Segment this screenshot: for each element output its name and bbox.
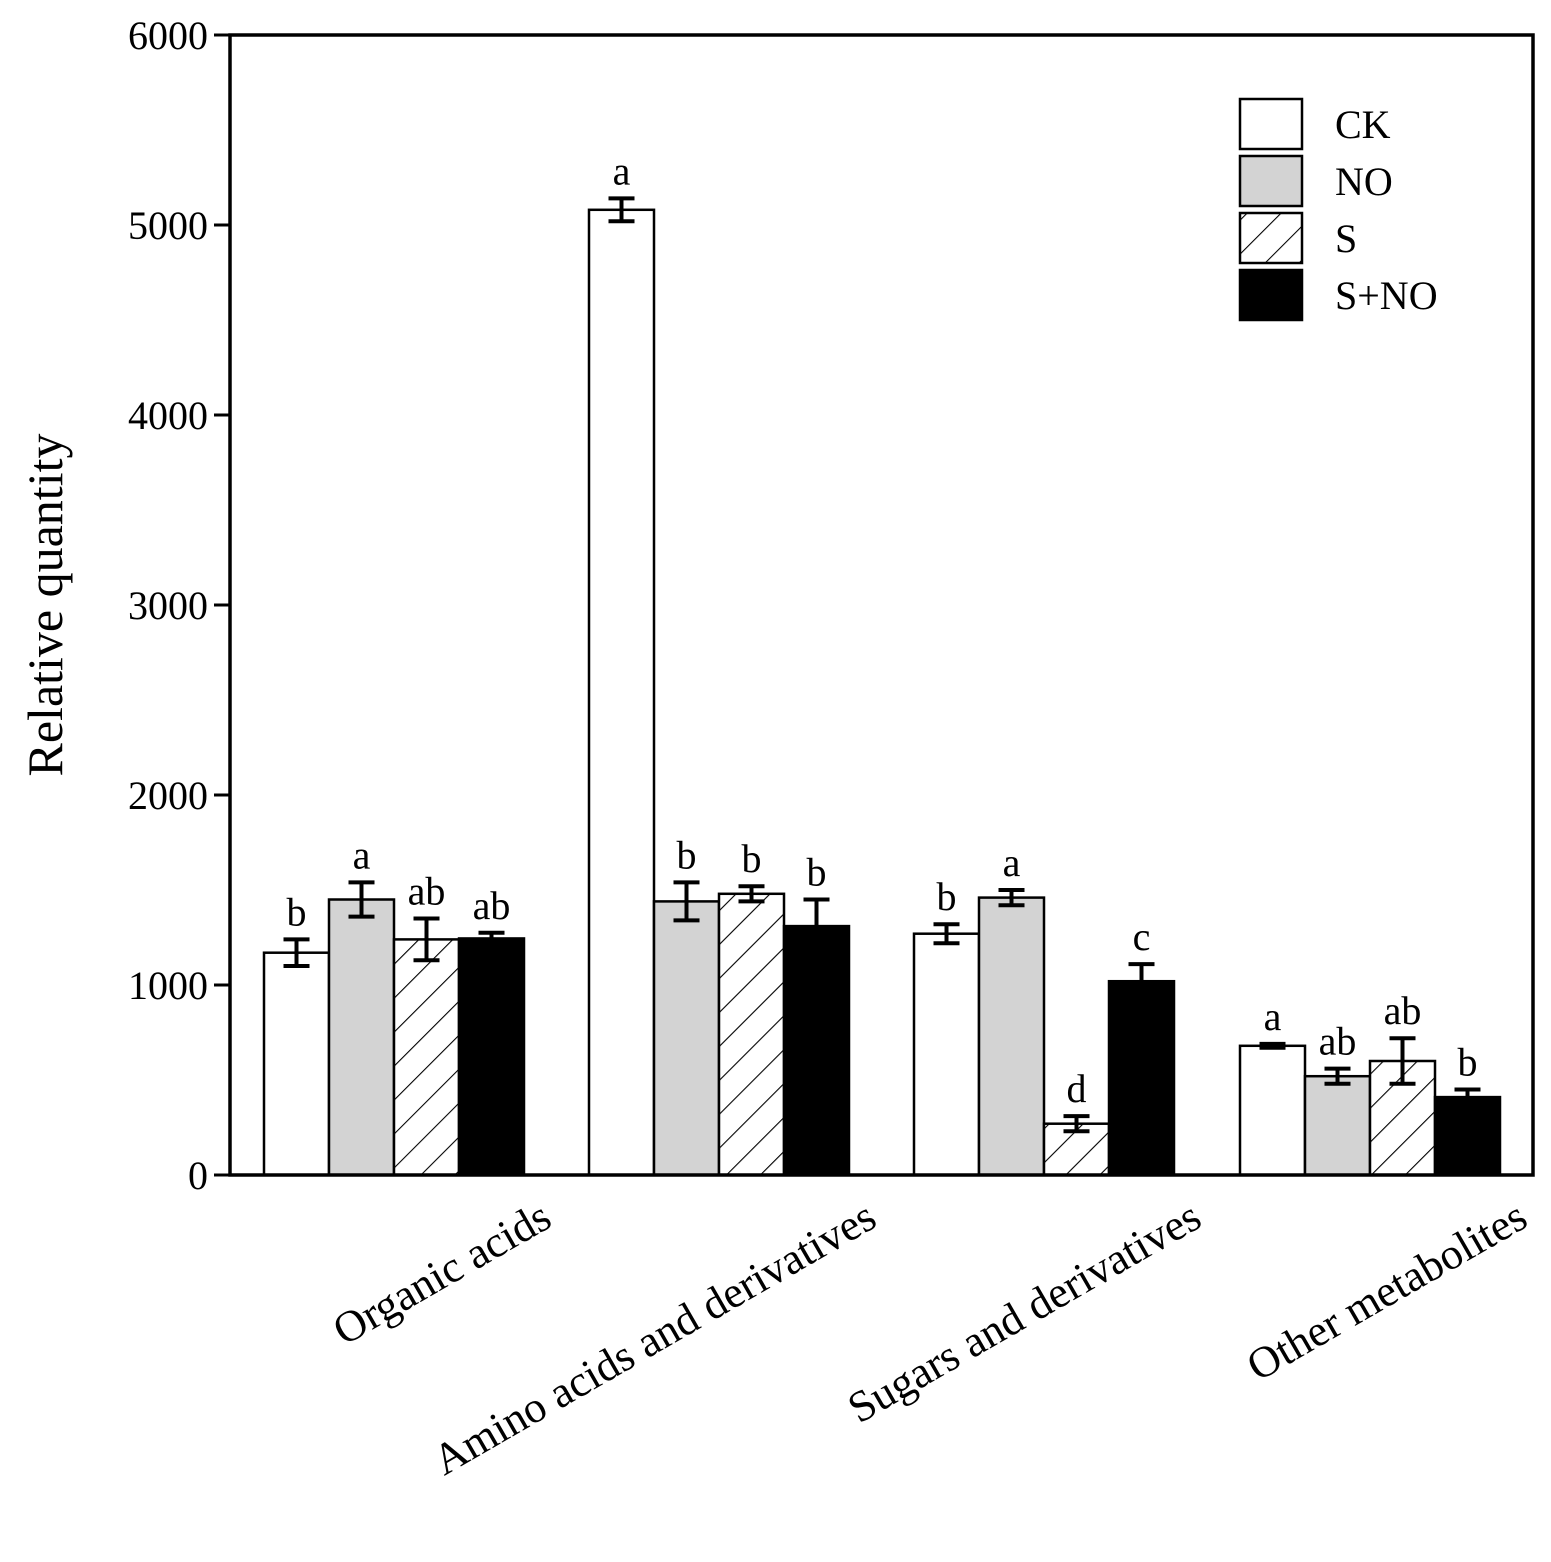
legend-label: S+NO: [1335, 273, 1438, 318]
bar-s-plus-no: [1433, 1095, 1502, 1177]
y-tick-label: 3000: [128, 583, 208, 628]
significance-letter: c: [1133, 914, 1151, 959]
category-label: Organic acids: [325, 1191, 559, 1355]
y-tick-label: 1000: [128, 963, 208, 1008]
significance-letter: ab: [1384, 988, 1422, 1033]
significance-letter: a: [613, 148, 631, 193]
bar-s: [392, 938, 461, 1177]
bar-ck: [912, 932, 981, 1177]
bar-ck: [587, 208, 656, 1177]
significance-letter: ab: [408, 869, 446, 914]
legend-swatch-no: [1238, 154, 1304, 208]
plot-frame: [228, 33, 1535, 1177]
significance-letter: a: [1264, 994, 1282, 1039]
y-tick-label: 0: [188, 1153, 208, 1198]
significance-letter: a: [1003, 840, 1021, 885]
y-tick-label: 4000: [128, 393, 208, 438]
legend-swatch-s: [1238, 211, 1304, 265]
y-axis-label: Relative quantity: [17, 434, 73, 777]
significance-letter: a: [353, 832, 371, 877]
significance-letter: b: [677, 832, 697, 877]
y-tick-label: 2000: [128, 773, 208, 818]
category-label: Other metabolites: [1239, 1191, 1535, 1390]
bar-ck: [1238, 1044, 1307, 1177]
bar-s-plus-no: [782, 924, 851, 1177]
y-tick-label: 6000: [128, 13, 208, 58]
significance-letter: d: [1067, 1066, 1087, 1111]
significance-letter: b: [937, 874, 957, 919]
bar-s-plus-no: [457, 937, 526, 1177]
legend-label: S: [1335, 216, 1357, 261]
bar-no: [652, 900, 721, 1177]
legend-label: NO: [1335, 159, 1393, 204]
significance-letter: b: [1458, 1040, 1478, 1085]
bar-s-plus-no: [1107, 979, 1176, 1177]
y-tick-label: 5000: [128, 203, 208, 248]
bar-s: [717, 892, 786, 1177]
category-label: Sugars and derivatives: [840, 1191, 1209, 1433]
significance-letter: ab: [1319, 1019, 1357, 1064]
bar-ck: [262, 951, 331, 1177]
significance-letter: b: [807, 850, 827, 895]
bar-no: [977, 896, 1046, 1177]
bar-no: [1303, 1074, 1372, 1177]
legend-swatch-ck: [1238, 97, 1304, 151]
legend-swatch-s-plus-no: [1238, 268, 1304, 322]
legend-label: CK: [1335, 102, 1391, 147]
bar-no: [327, 898, 396, 1177]
significance-letter: b: [742, 836, 762, 881]
significance-letter: b: [287, 889, 307, 934]
significance-letter: ab: [473, 883, 511, 928]
